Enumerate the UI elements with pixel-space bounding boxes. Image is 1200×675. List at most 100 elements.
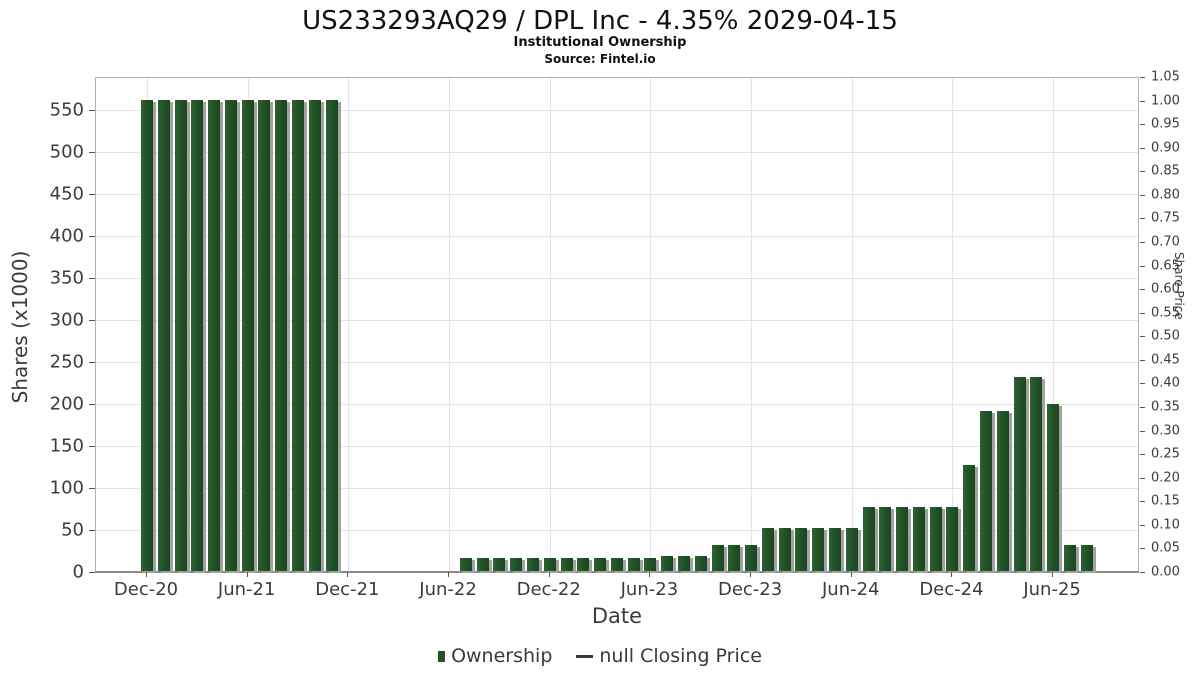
ownership-bar	[879, 507, 892, 571]
right-axis-tick-label: 0.60	[1151, 281, 1180, 297]
ownership-bar	[778, 528, 791, 571]
gridline-h	[96, 445, 1138, 447]
right-axis-tick-label: 0.10	[1151, 517, 1180, 533]
ownership-bar	[896, 507, 909, 571]
right-axis-tick	[1140, 477, 1145, 479]
ownership-bar	[459, 557, 472, 571]
right-axis-tick	[1140, 524, 1145, 526]
ownership-bar	[224, 100, 237, 571]
right-axis-tick-label: 0.80	[1151, 187, 1180, 203]
gridline-h	[96, 235, 1138, 237]
legend-price-label: null Closing Price	[599, 645, 762, 667]
ownership-bar	[1080, 544, 1093, 571]
right-axis-tick	[1140, 572, 1145, 573]
x-axis-title: Date	[591, 604, 643, 628]
chart-source: Source: Fintel.io	[544, 52, 656, 66]
gridline-v	[449, 78, 451, 571]
ownership-bar	[476, 557, 489, 571]
right-axis-tick-label: 0.15	[1151, 493, 1180, 509]
right-axis-tick	[1140, 265, 1145, 267]
left-axis-tick-label: 550	[49, 99, 84, 121]
gridline-h	[96, 361, 1138, 363]
ownership-bar	[862, 507, 875, 571]
gridline-h	[96, 151, 1138, 153]
left-axis-tick-label: 450	[49, 183, 84, 205]
gridline-v	[851, 78, 853, 571]
left-axis-tick-label: 0	[72, 561, 84, 583]
x-axis-tick	[548, 572, 550, 577]
right-axis-tick	[1140, 218, 1145, 220]
gridline-v	[751, 78, 753, 571]
left-axis-tick	[89, 572, 95, 573]
right-axis-tick	[1140, 359, 1145, 361]
ownership-bar	[627, 557, 640, 571]
left-axis-tick	[89, 487, 95, 489]
left-axis-tick-label: 100	[49, 477, 84, 499]
ownership-bar	[191, 100, 204, 571]
left-axis-tick-label: 400	[49, 225, 84, 247]
ownership-bar	[996, 411, 1009, 571]
gridline-h	[96, 403, 1138, 405]
gridline-h	[96, 529, 1138, 531]
ownership-bar	[1063, 544, 1076, 571]
ownership-bar	[493, 557, 506, 571]
x-axis-tick-label: Jun-23	[620, 579, 679, 600]
left-axis-tick	[89, 277, 95, 279]
ownership-bar	[795, 528, 808, 571]
gridline-h	[96, 193, 1138, 195]
right-axis-tick	[1140, 289, 1145, 291]
right-axis-tick	[1140, 383, 1145, 385]
x-axis-tick-label: Dec-23	[717, 579, 783, 600]
ownership-bar	[1047, 403, 1060, 571]
right-axis-tick	[1140, 336, 1145, 338]
gridline-v	[348, 78, 350, 571]
ownership-bar	[644, 557, 657, 571]
chart-subtitle: Institutional Ownership	[513, 35, 687, 50]
x-axis-tick	[951, 572, 953, 577]
right-axis-tick	[1140, 124, 1145, 126]
right-axis-tick-label: 0.85	[1151, 163, 1180, 179]
right-axis-tick	[1140, 100, 1145, 102]
left-axis-tick-label: 250	[49, 351, 84, 373]
right-axis-tick-label: 0.70	[1151, 234, 1180, 250]
x-axis-tick-label: Dec-24	[919, 579, 984, 600]
ownership-bar	[292, 100, 305, 571]
ownership-bar	[325, 100, 338, 571]
left-axis-tick-label: 150	[49, 435, 84, 457]
left-axis-tick-label: 350	[49, 267, 84, 289]
right-axis-tick	[1140, 548, 1145, 550]
left-axis-tick	[89, 529, 95, 531]
ownership-bar	[912, 507, 925, 571]
left-axis-tick	[89, 361, 95, 363]
x-axis-tick-label: Jun-22	[419, 579, 477, 600]
x-axis-tick	[448, 572, 450, 577]
ownership-bar	[241, 100, 254, 571]
right-axis-tick-label: 1.05	[1151, 69, 1180, 85]
left-axis-tick	[89, 403, 95, 405]
right-axis-tick-label: 0.05	[1151, 540, 1180, 556]
gridline-h	[96, 487, 1138, 489]
right-axis-tick-label: 0.95	[1151, 116, 1180, 132]
ownership-bar	[980, 411, 992, 571]
right-axis-tick	[1140, 454, 1145, 456]
left-axis-tick	[89, 445, 95, 447]
x-axis-tick	[1052, 572, 1054, 577]
right-axis-tick-label: 1.00	[1151, 93, 1180, 109]
ownership-bar	[543, 557, 556, 571]
right-axis-tick-label: 0.50	[1151, 328, 1180, 344]
ownership-bar	[208, 100, 221, 571]
right-axis-tick-label: 0.65	[1151, 258, 1180, 274]
ownership-bar	[275, 100, 288, 571]
ownership-bar	[526, 557, 539, 571]
right-axis-tick	[1140, 407, 1145, 408]
ownership-swatch-icon	[438, 650, 446, 662]
ownership-bar	[745, 544, 758, 571]
ownership-bar	[174, 100, 187, 571]
ownership-bar	[677, 555, 690, 571]
right-axis-tick-label: 0.40	[1151, 375, 1180, 391]
legend-ownership-label: Ownership	[451, 645, 553, 667]
gridline-v	[549, 78, 551, 571]
ownership-bar	[845, 528, 858, 571]
x-axis-tick-label: Dec-21	[315, 579, 380, 600]
